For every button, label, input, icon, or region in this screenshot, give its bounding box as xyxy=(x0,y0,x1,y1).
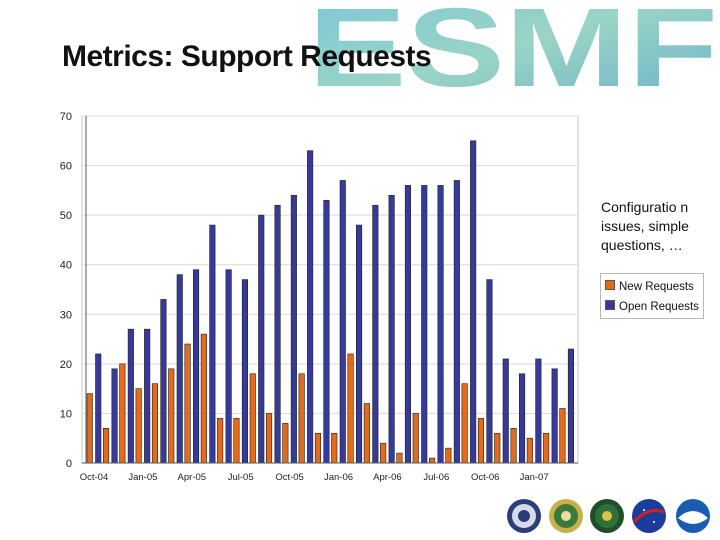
y-tick-label: 50 xyxy=(60,210,72,222)
bar-open-requests xyxy=(339,180,346,464)
bar-new-requests xyxy=(461,383,468,464)
bar-new-requests xyxy=(282,423,289,464)
bar-open-requests xyxy=(144,328,151,464)
bar-open-requests xyxy=(388,195,395,464)
bar-open-requests xyxy=(258,214,265,464)
bar-new-requests xyxy=(135,388,142,464)
bar-new-requests xyxy=(559,408,566,464)
bar-new-requests xyxy=(526,437,533,464)
x-tick-label: Oct-06 xyxy=(471,472,500,483)
bar-open-requests xyxy=(372,204,379,464)
bar-open-requests xyxy=(209,224,216,464)
legend-label-new: New Requests xyxy=(619,281,694,293)
dod-seal-icon xyxy=(507,499,541,533)
bar-open-requests xyxy=(290,195,297,464)
bar-new-requests xyxy=(331,432,338,464)
nasa-logo-icon xyxy=(632,499,666,533)
bar-new-requests xyxy=(543,432,550,464)
bar-new-requests xyxy=(380,442,387,464)
bar-new-requests xyxy=(396,452,403,464)
bar-open-requests xyxy=(404,185,412,464)
bar-new-requests xyxy=(168,368,175,464)
y-tick-label: 40 xyxy=(60,260,72,272)
bar-new-requests xyxy=(119,363,126,464)
legend-swatch-new xyxy=(605,280,615,290)
slide-title: Metrics: Support Requests xyxy=(62,40,432,73)
bar-new-requests xyxy=(200,333,207,464)
x-tick-label: Oct-05 xyxy=(275,472,304,483)
legend-label-open: Open Requests xyxy=(619,301,699,313)
bar-new-requests xyxy=(412,413,419,464)
bar-open-requests xyxy=(551,368,558,464)
bar-new-requests xyxy=(314,432,322,464)
bar-new-requests xyxy=(86,393,93,464)
bar-open-requests xyxy=(160,299,167,464)
x-tick-label: Oct-04 xyxy=(80,472,109,483)
bar-open-requests xyxy=(502,358,509,464)
bars xyxy=(86,140,575,464)
bar-open-requests xyxy=(453,180,460,464)
bar-open-requests xyxy=(470,140,477,464)
bar-open-requests xyxy=(307,150,314,464)
nsf-seal-icon xyxy=(549,499,583,533)
esmf-logo: ESMF xyxy=(308,0,718,92)
x-tick-label: Jul-06 xyxy=(423,472,449,483)
chart-annotation: Configuratio n issues, simple questions,… xyxy=(601,199,689,253)
noaa-logo-icon xyxy=(676,499,710,533)
logo-text: ESMF xyxy=(308,0,718,92)
y-tick-label: 30 xyxy=(60,309,72,321)
bar-open-requests xyxy=(437,185,444,464)
y-tick-label: 0 xyxy=(66,458,72,470)
x-tick-label: Jan-07 xyxy=(520,472,549,483)
bar-open-requests xyxy=(111,368,118,464)
bar-new-requests xyxy=(249,373,256,464)
x-tick-label: Apr-06 xyxy=(373,472,402,483)
y-tick-label: 60 xyxy=(60,161,72,173)
bar-open-requests xyxy=(225,269,232,464)
bar-new-requests xyxy=(363,403,370,464)
bar-new-requests xyxy=(184,343,191,464)
bar-new-requests xyxy=(151,383,158,464)
bar-open-requests xyxy=(535,358,542,464)
bar-open-requests xyxy=(486,279,493,464)
bar-new-requests xyxy=(477,418,485,464)
x-tick-label: Apr-05 xyxy=(178,472,207,483)
x-tick-label: Jul-05 xyxy=(228,472,254,483)
x-tick-label: Jan-05 xyxy=(128,472,157,483)
bar-new-requests xyxy=(217,418,224,464)
bar-open-requests xyxy=(355,224,363,464)
bar-new-requests xyxy=(298,373,305,464)
agency-logos xyxy=(507,499,710,533)
legend-swatch-open xyxy=(605,300,615,310)
legend-item-new-requests: New Requests xyxy=(605,280,694,294)
bar-open-requests xyxy=(193,269,200,464)
bar-new-requests xyxy=(445,447,452,464)
axes: 0 10 20 30 40 50 60 70 Oct-04 Jan-05 Apr-05 Jul-05 O… xyxy=(60,111,578,483)
y-tick-label: 10 xyxy=(60,408,72,420)
bar-open-requests xyxy=(323,199,330,464)
bar-open-requests xyxy=(95,353,102,464)
bar-new-requests xyxy=(347,353,354,464)
y-tick-label: 20 xyxy=(60,359,72,371)
bar-new-requests xyxy=(510,427,517,464)
bar-new-requests xyxy=(103,427,110,464)
bar-new-requests xyxy=(265,413,273,464)
y-tick-label: 70 xyxy=(60,111,72,123)
bar-open-requests xyxy=(176,274,183,464)
bar-open-requests xyxy=(567,348,575,464)
x-tick-label: Jan-06 xyxy=(324,472,353,483)
bar-open-requests xyxy=(274,204,281,464)
doe-seal-icon xyxy=(590,499,624,533)
chart-legend: New Requests Open Requests xyxy=(600,273,704,319)
bar-open-requests xyxy=(241,279,248,464)
bar-new-requests xyxy=(428,457,436,464)
bar-open-requests xyxy=(421,185,428,464)
bar-new-requests xyxy=(233,418,240,464)
bar-new-requests xyxy=(494,432,501,464)
bar-open-requests xyxy=(518,373,526,464)
bar-open-requests xyxy=(127,328,134,464)
legend-item-open-requests: Open Requests xyxy=(605,300,699,314)
